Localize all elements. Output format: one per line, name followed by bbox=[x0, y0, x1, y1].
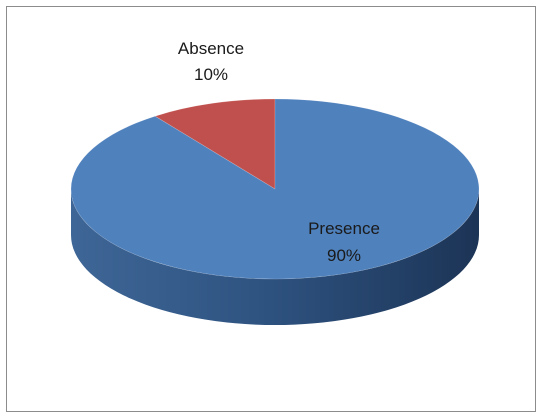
slice-label-absence: Absence bbox=[178, 39, 244, 58]
chart-area: Absence 10% Presence 90% bbox=[6, 6, 536, 412]
pie-chart: Absence 10% Presence 90% bbox=[70, 39, 480, 325]
pie-side-presence bbox=[71, 189, 479, 325]
pie-slice-presence bbox=[70, 98, 480, 280]
slice-value-absence: 10% bbox=[194, 65, 228, 84]
slice-label-presence: Presence bbox=[308, 219, 380, 238]
slice-value-presence: 90% bbox=[327, 246, 361, 265]
pie-slice-absence bbox=[154, 98, 276, 190]
